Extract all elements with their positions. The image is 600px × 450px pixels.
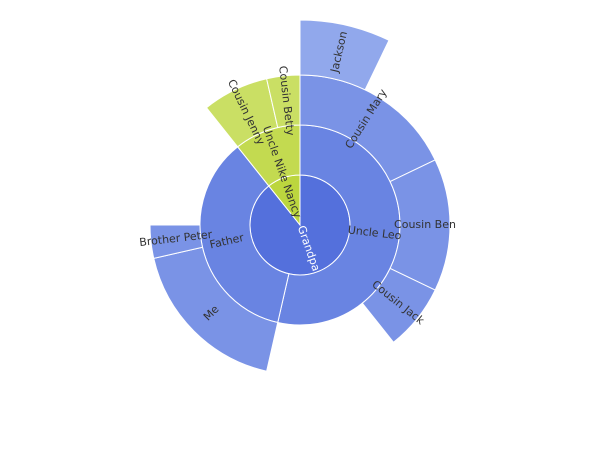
sunburst-segment (361, 267, 436, 343)
sunburst-segment (149, 224, 204, 259)
segment-label: Uncle Leo (347, 223, 402, 242)
segment-label: Cousin Ben (394, 218, 456, 231)
sunburst-segment (266, 74, 301, 129)
sunburst-segment (299, 19, 390, 91)
